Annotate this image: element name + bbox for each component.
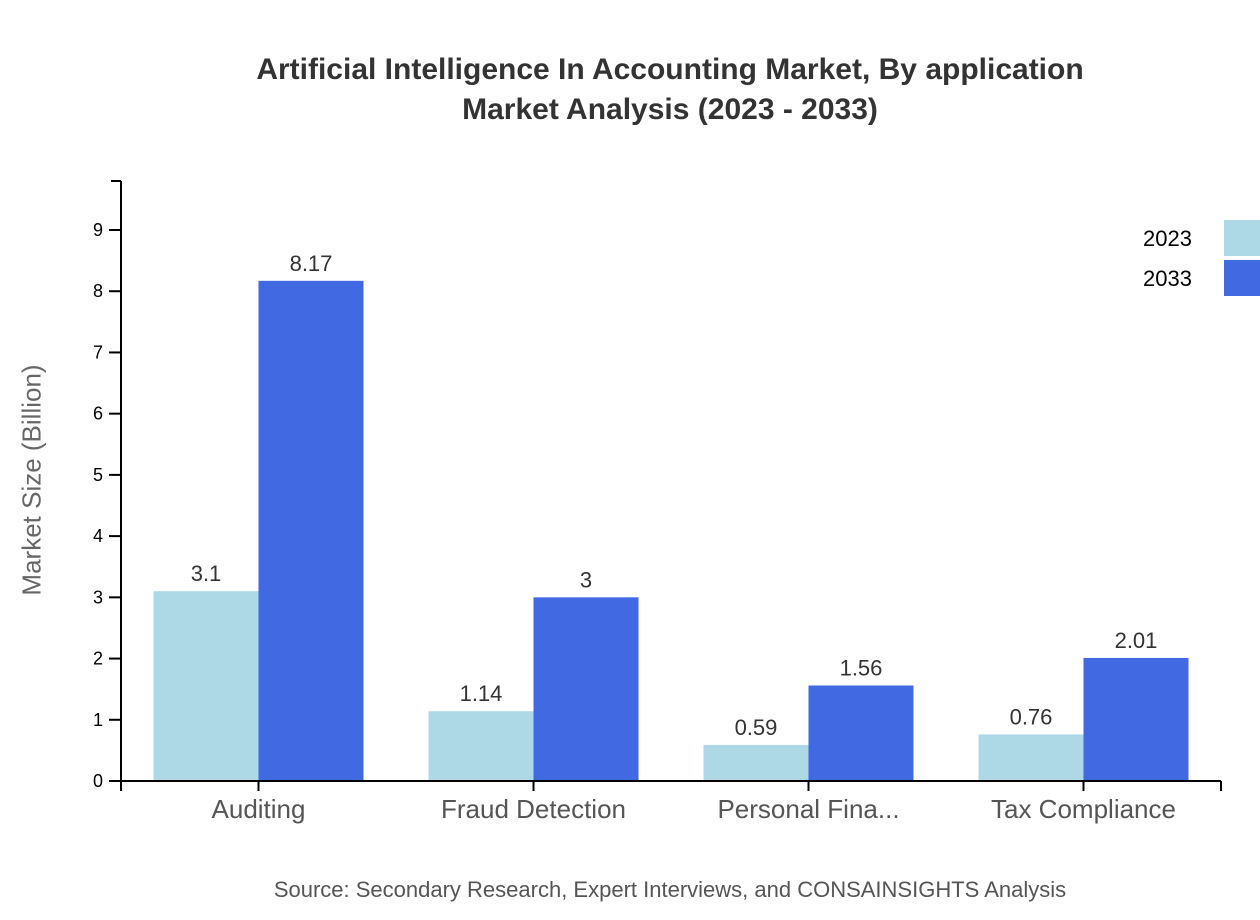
y-tick-label: 5 (93, 465, 103, 485)
bar-2023 (978, 734, 1084, 781)
value-label: 1.56 (840, 655, 883, 680)
bar-2023 (153, 591, 259, 781)
y-tick-label: 3 (93, 587, 103, 607)
legend-swatch-2033 (1224, 260, 1260, 296)
bar-2023 (703, 744, 809, 781)
bar-2033 (808, 685, 914, 781)
value-label: 0.59 (735, 715, 778, 740)
value-label: 8.17 (290, 251, 333, 276)
y-tick-label: 2 (93, 649, 103, 669)
y-tick-label: 0 (93, 771, 103, 791)
axes-group: Auditing Fraud Detection Personal Fina... T… (93, 180, 1222, 824)
chart-title: Artificial Intelligence In Accounting Ma… (0, 50, 1260, 130)
value-label: 1.14 (460, 681, 503, 706)
y-tick-label: 1 (93, 710, 103, 730)
legend-label-2023: 2023 (1143, 226, 1192, 251)
bar-2033 (258, 280, 364, 781)
value-label: 3.1 (191, 561, 222, 586)
y-tick-label: 4 (93, 526, 103, 546)
value-label: 3 (580, 567, 592, 592)
bar-2033 (1083, 657, 1189, 781)
x-tick-label: Tax Compliance (991, 794, 1176, 824)
legend-label-2033: 2033 (1143, 266, 1192, 291)
bar-2023 (428, 711, 534, 781)
value-label: 0.76 (1010, 704, 1053, 729)
y-tick-label: 6 (93, 404, 103, 424)
chart-title-line2: Market Analysis (2023 - 2033) (462, 93, 878, 126)
y-tick-label: 9 (93, 220, 103, 240)
bar-2033 (533, 597, 639, 781)
bars-group: 3.1 8.17 1.14 3 0.59 1.56 0.76 2.01 (153, 251, 1189, 781)
y-tick-label: 7 (93, 342, 103, 362)
x-tick-label: Fraud Detection (441, 794, 626, 824)
legend: 2023 2033 (1143, 220, 1260, 296)
y-tick-label: 8 (93, 281, 103, 301)
x-tick-label: Auditing (212, 794, 306, 824)
legend-swatch-2023 (1224, 220, 1260, 256)
chart-title-line1: Artificial Intelligence In Accounting Ma… (256, 53, 1084, 86)
x-tick-label: Personal Fina... (717, 794, 899, 824)
value-label: 2.01 (1115, 628, 1158, 653)
source-note: Source: Secondary Research, Expert Inter… (273, 877, 1067, 902)
